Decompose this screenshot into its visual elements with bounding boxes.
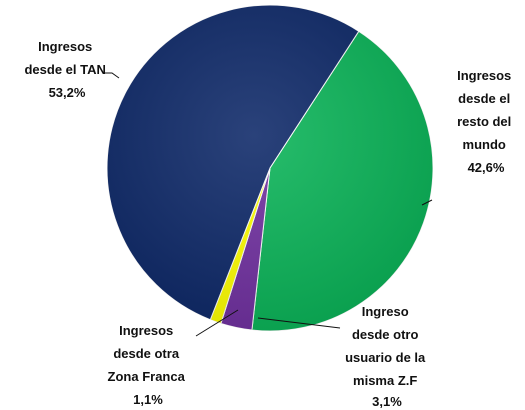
leader-line-misma-zf xyxy=(257,317,341,329)
slice-value-otra-zona-franca: 1,1% xyxy=(133,392,163,407)
slice-value-resto-del-mundo: 42,6% xyxy=(468,160,505,175)
slice-label-tan: Ingresos desde el TAN 53,2% xyxy=(24,39,109,100)
leader-lines xyxy=(103,72,433,337)
slice-label-misma-zf: Ingreso desde otro usuario de la misma Z… xyxy=(345,304,429,409)
slice-label-resto-del-mundo: Ingresos desde el resto del mundo 42,6% xyxy=(457,68,515,175)
slice-value-misma-zf: 3,1% xyxy=(372,394,402,409)
slice-label-otra-zona-franca: Ingresos desde otra Zona Franca 1,1% xyxy=(108,323,189,407)
leader-line-tan xyxy=(103,72,120,79)
slice-value-tan: 53,2% xyxy=(49,85,86,100)
pie-slices xyxy=(106,4,434,332)
leader-line-otra-zona-franca xyxy=(195,309,239,337)
leader-line-resto-del-mundo xyxy=(421,199,433,206)
